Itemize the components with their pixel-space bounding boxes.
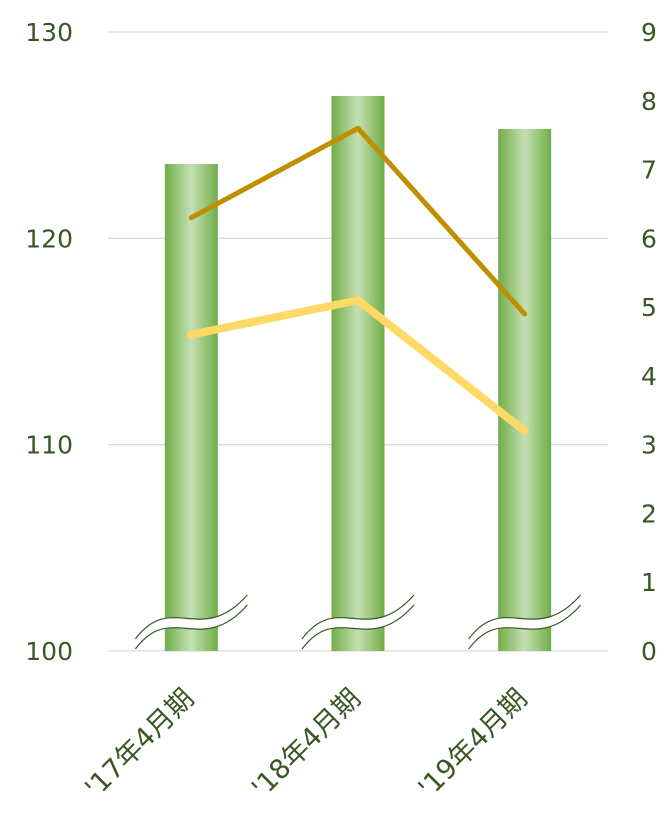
bars xyxy=(164,95,552,652)
line-series-2 xyxy=(187,296,529,435)
category-labels: '17年4月期 '18年4月期 '19年4月期 xyxy=(79,683,533,804)
left-tick-label: 110 xyxy=(25,431,73,460)
right-tick-label: 3 xyxy=(641,431,657,460)
axis-break-mark xyxy=(298,594,418,650)
bar xyxy=(331,95,385,652)
right-tick-label: 2 xyxy=(641,499,657,528)
line-series xyxy=(187,125,529,435)
bar xyxy=(498,128,552,651)
line-series-1 xyxy=(188,125,528,317)
left-tick-label: 120 xyxy=(25,224,73,253)
axis-break-mark xyxy=(464,594,585,650)
right-tick-label: 4 xyxy=(641,362,657,391)
bar xyxy=(164,164,218,651)
category-label: '17年4月期 xyxy=(79,683,200,804)
left-tick-label: 130 xyxy=(25,18,73,47)
right-tick-label: 5 xyxy=(641,293,657,322)
axis-break-marks xyxy=(131,594,585,650)
category-label: '19年4月期 xyxy=(413,683,534,804)
right-tick-label: 1 xyxy=(641,568,657,597)
right-tick-label: 0 xyxy=(641,637,657,666)
right-axis-ticks: 0 1 2 3 4 5 6 7 8 9 xyxy=(641,18,657,666)
right-tick-label: 6 xyxy=(641,224,657,253)
axis-break-mark xyxy=(131,594,252,650)
right-tick-label: 7 xyxy=(641,156,657,185)
right-tick-label: 8 xyxy=(641,87,657,116)
left-axis-ticks: 100 110 120 130 xyxy=(25,18,73,666)
category-label: '18年4月期 xyxy=(246,683,367,804)
right-tick-label: 9 xyxy=(641,18,657,47)
left-tick-label: 100 xyxy=(25,637,73,666)
